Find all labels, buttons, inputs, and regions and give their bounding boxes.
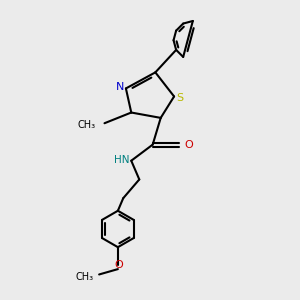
Text: S: S: [176, 93, 184, 103]
Text: O: O: [184, 140, 193, 150]
Text: CH₃: CH₃: [77, 120, 95, 130]
Text: O: O: [115, 260, 124, 270]
Text: CH₃: CH₃: [76, 272, 94, 282]
Text: HN: HN: [114, 155, 130, 165]
Text: N: N: [116, 82, 124, 92]
